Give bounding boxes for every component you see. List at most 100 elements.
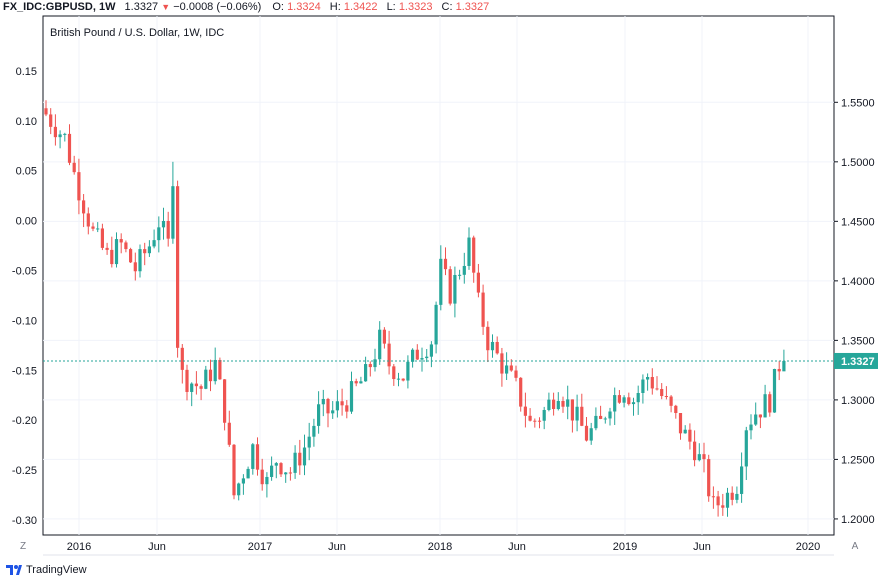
candle-body	[448, 269, 452, 304]
auto-scale-left-button[interactable]: Z	[20, 541, 26, 552]
grid-lines	[43, 16, 834, 535]
x-tick-label: 2020	[796, 541, 820, 553]
candle-body	[373, 359, 377, 368]
candle-body	[91, 226, 95, 229]
candle-body	[514, 370, 518, 378]
left-tick-label: -0.20	[12, 415, 37, 427]
candle-body	[274, 463, 278, 466]
candle-body	[340, 401, 344, 406]
candle-body	[368, 364, 372, 368]
right-tick-label: 1.3500	[841, 335, 875, 347]
current-price-label-bg	[834, 352, 878, 369]
candle-body	[44, 108, 48, 115]
candle-body	[443, 258, 448, 270]
chart-title: British Pound / U.S. Dollar, 1W, IDC	[50, 27, 224, 39]
candle-body	[185, 369, 189, 392]
candle-body	[584, 425, 589, 441]
candle-body	[777, 368, 781, 372]
candle-body	[208, 369, 213, 382]
candle-body	[664, 396, 668, 398]
auto-scale-right-button[interactable]: A	[852, 541, 859, 552]
x-tick-label: Jun	[508, 541, 526, 553]
candle-body	[241, 478, 245, 484]
tradingview-label: TradingView	[26, 564, 87, 576]
candle-body	[96, 228, 100, 230]
candle-body	[260, 469, 264, 485]
candle-body	[335, 401, 339, 411]
last-price: 1.3327	[124, 1, 159, 13]
candle-body	[138, 249, 142, 272]
candle-body	[293, 452, 297, 473]
open-value: 1.3324	[287, 1, 321, 13]
candle-body	[589, 428, 593, 441]
right-tick-label: 1.3000	[841, 395, 875, 407]
candle-body	[622, 397, 626, 403]
tradingview-branding[interactable]: TradingView	[6, 564, 87, 576]
candle-body	[321, 398, 325, 405]
candle-body	[166, 220, 170, 239]
candle-body	[575, 406, 579, 421]
candle-body	[401, 378, 405, 381]
candle-body	[124, 242, 128, 250]
candle-body	[646, 377, 650, 380]
candle-body	[354, 381, 358, 384]
candle-body	[509, 365, 513, 371]
candle-body	[660, 389, 664, 397]
candle-body	[312, 425, 316, 437]
candle-body	[476, 272, 480, 293]
candle-body	[86, 213, 90, 227]
candle-body	[693, 441, 697, 461]
candle-body	[255, 444, 260, 470]
candle-body	[650, 377, 654, 389]
candle-body	[631, 402, 636, 405]
candle-body	[152, 240, 156, 247]
candle-body	[105, 247, 109, 250]
high-label: H:	[329, 1, 341, 13]
candle-body	[528, 415, 532, 421]
right-tick-label: 1.2000	[841, 514, 875, 526]
candle-body	[429, 344, 433, 357]
candle-body	[439, 258, 443, 305]
left-tick-label: -0.30	[12, 515, 37, 527]
candle-body	[218, 359, 222, 380]
left-tick-label: -0.05	[12, 266, 37, 278]
candle-body	[740, 466, 744, 494]
candle-body	[744, 430, 748, 467]
down-arrow-icon: ▼	[161, 2, 171, 12]
candle-body	[537, 420, 542, 422]
symbol-label[interactable]: FX_IDC:GBPUSD, 1W	[3, 1, 116, 13]
candle-body	[458, 274, 462, 276]
candle-body	[345, 405, 349, 412]
candle-body	[617, 395, 621, 403]
candle-body	[223, 379, 227, 423]
candle-body	[251, 444, 255, 469]
axes: 2016 Jun 2017 Jun 2018 Jun 2019 Jun 2020 0.15 0.10…	[12, 66, 878, 553]
candle-body	[697, 454, 701, 461]
x-tick-label: 2018	[428, 541, 452, 553]
candle-body	[772, 368, 777, 413]
candle-body	[490, 341, 495, 351]
left-tick-label: 0.05	[16, 166, 37, 178]
candle-body	[716, 496, 720, 506]
x-tick-label: 2017	[248, 541, 272, 553]
candle-body	[133, 262, 137, 272]
candle-body	[782, 360, 786, 372]
candle-body	[425, 356, 429, 359]
candle-body	[599, 415, 603, 419]
candle-body	[669, 396, 673, 406]
candle-body	[246, 468, 250, 479]
candle-body	[302, 447, 307, 466]
candle-body	[406, 361, 410, 381]
candle-body	[227, 422, 231, 445]
candle-body	[411, 349, 415, 362]
right-tick-label: 1.5000	[841, 157, 875, 169]
candle-body	[392, 366, 396, 380]
candle-body	[495, 341, 499, 354]
candle-body	[232, 444, 236, 496]
candle-body	[533, 420, 537, 422]
current-price-label: 1.3327	[841, 356, 875, 368]
candle-body	[63, 133, 67, 135]
candle-body	[180, 347, 184, 370]
candle-body	[481, 292, 485, 327]
